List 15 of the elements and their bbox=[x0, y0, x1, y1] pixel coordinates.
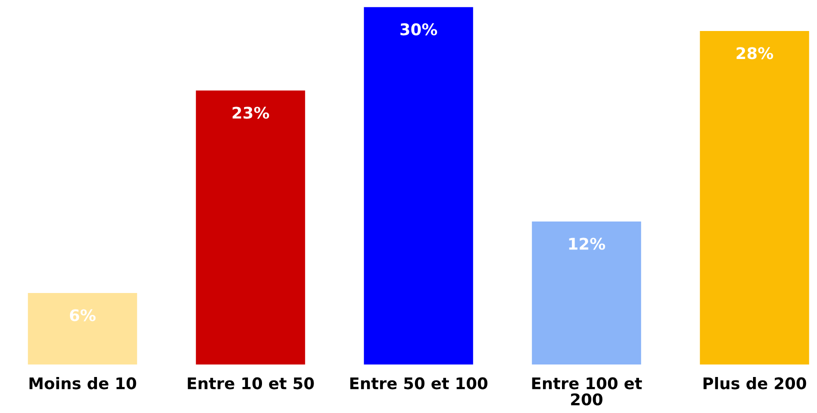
x-tick-label: Entre 100 et 200 bbox=[532, 377, 642, 406]
x-tick-label: Moins de 10 bbox=[30, 377, 136, 390]
data-label: 23% bbox=[232, 106, 270, 119]
x-tick-label: Plus de 200 bbox=[704, 377, 806, 390]
data-label: 12% bbox=[569, 238, 606, 250]
x-tick-label: Entre 10 et 50 bbox=[188, 377, 314, 390]
bar bbox=[196, 90, 306, 364]
x-tick-label: Entre 50 et 100 bbox=[350, 377, 488, 390]
bar bbox=[28, 293, 138, 364]
bar bbox=[532, 222, 642, 364]
data-label: 6% bbox=[70, 309, 96, 322]
data-label: 30% bbox=[400, 23, 438, 36]
data-label: 28% bbox=[736, 47, 774, 60]
bar bbox=[700, 30, 810, 364]
bar bbox=[364, 7, 474, 364]
